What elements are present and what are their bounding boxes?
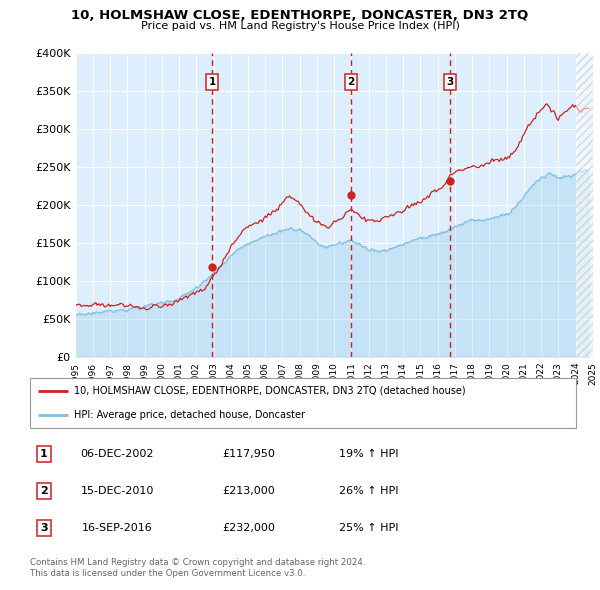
Text: 2: 2 bbox=[347, 77, 355, 87]
Text: £213,000: £213,000 bbox=[222, 486, 275, 496]
FancyBboxPatch shape bbox=[30, 378, 576, 428]
Text: £117,950: £117,950 bbox=[222, 450, 275, 460]
Text: This data is licensed under the Open Government Licence v3.0.: This data is licensed under the Open Gov… bbox=[30, 569, 305, 578]
Text: Contains HM Land Registry data © Crown copyright and database right 2024.: Contains HM Land Registry data © Crown c… bbox=[30, 558, 365, 566]
Text: 15-DEC-2010: 15-DEC-2010 bbox=[80, 486, 154, 496]
Text: HPI: Average price, detached house, Doncaster: HPI: Average price, detached house, Donc… bbox=[74, 409, 305, 419]
Text: 3: 3 bbox=[446, 77, 454, 87]
Text: 1: 1 bbox=[209, 77, 216, 87]
Text: 1: 1 bbox=[40, 450, 47, 460]
Text: 25% ↑ HPI: 25% ↑ HPI bbox=[339, 523, 398, 533]
Text: 19% ↑ HPI: 19% ↑ HPI bbox=[339, 450, 398, 460]
Text: 2: 2 bbox=[40, 486, 47, 496]
Text: 10, HOLMSHAW CLOSE, EDENTHORPE, DONCASTER, DN3 2TQ: 10, HOLMSHAW CLOSE, EDENTHORPE, DONCASTE… bbox=[71, 9, 529, 22]
Text: 10, HOLMSHAW CLOSE, EDENTHORPE, DONCASTER, DN3 2TQ (detached house): 10, HOLMSHAW CLOSE, EDENTHORPE, DONCASTE… bbox=[74, 386, 466, 396]
Text: 16-SEP-2016: 16-SEP-2016 bbox=[82, 523, 153, 533]
Text: 3: 3 bbox=[40, 523, 47, 533]
Text: 26% ↑ HPI: 26% ↑ HPI bbox=[339, 486, 398, 496]
Text: £232,000: £232,000 bbox=[222, 523, 275, 533]
Text: Price paid vs. HM Land Registry's House Price Index (HPI): Price paid vs. HM Land Registry's House … bbox=[140, 21, 460, 31]
Text: 06-DEC-2002: 06-DEC-2002 bbox=[80, 450, 154, 460]
